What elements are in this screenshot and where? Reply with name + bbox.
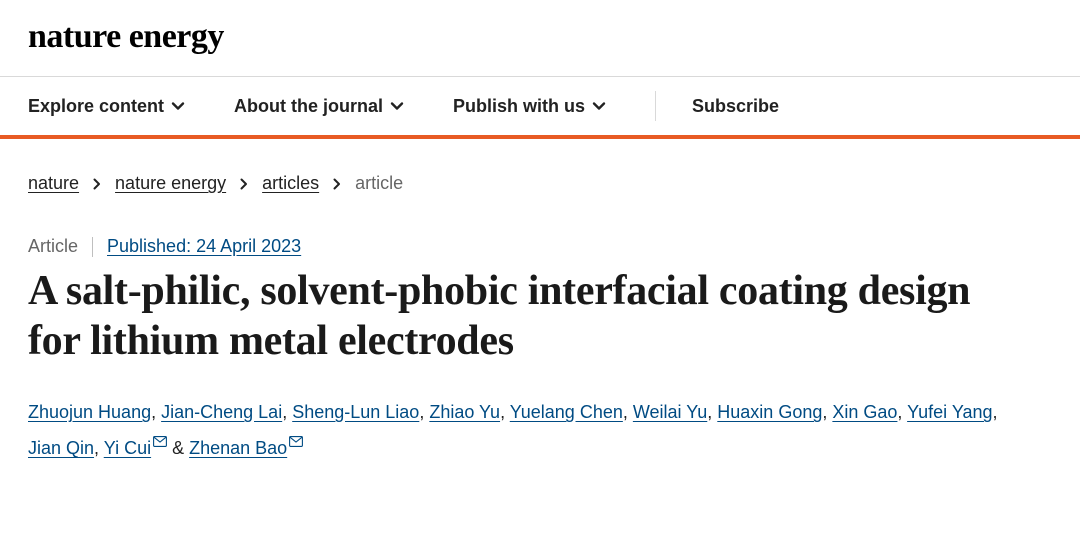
breadcrumb-articles[interactable]: articles (262, 173, 319, 194)
author-link[interactable]: Jian-Cheng Lai (161, 402, 282, 422)
nav-item-label: Explore content (28, 96, 164, 117)
chevron-down-icon (389, 98, 405, 114)
nav-separator (655, 91, 656, 121)
brand-logo[interactable]: nature energy (28, 18, 224, 55)
primary-nav: Explore content About the journal Publis… (0, 77, 1080, 135)
author-link[interactable]: Zhuojun Huang (28, 402, 151, 422)
chevron-right-icon (331, 178, 343, 190)
author-link[interactable]: Weilai Yu (633, 402, 707, 422)
nav-publish-with-us[interactable]: Publish with us (453, 96, 607, 117)
author-link[interactable]: Yuelang Chen (510, 402, 623, 422)
nav-subscribe[interactable]: Subscribe (692, 96, 779, 117)
chevron-down-icon (170, 98, 186, 114)
author-link[interactable]: Yufei Yang (907, 402, 992, 422)
meta-separator (92, 237, 93, 257)
mail-icon (153, 436, 167, 447)
breadcrumb-nature-energy[interactable]: nature energy (115, 173, 226, 194)
author-link[interactable]: Yi Cui (104, 438, 151, 458)
article-title: A salt-philic, solvent-phobic interfacia… (0, 257, 1050, 366)
breadcrumb-nature[interactable]: nature (28, 173, 79, 194)
nav-about-journal[interactable]: About the journal (234, 96, 405, 117)
author-link[interactable]: Jian Qin (28, 438, 94, 458)
nav-item-label: Publish with us (453, 96, 585, 117)
author-link[interactable]: Huaxin Gong (717, 402, 822, 422)
nav-item-label: About the journal (234, 96, 383, 117)
author-list: Zhuojun Huang, Jian-Cheng Lai, Sheng-Lun… (0, 366, 1080, 488)
breadcrumb: nature nature energy articles article (0, 139, 1080, 194)
article-type: Article (28, 236, 78, 257)
chevron-right-icon (91, 178, 103, 190)
article-published-date[interactable]: Published: 24 April 2023 (107, 236, 301, 257)
breadcrumb-current: article (355, 173, 403, 194)
brand-header: nature energy (0, 0, 1080, 68)
author-link[interactable]: Zhenan Bao (189, 438, 287, 458)
article-meta: Article Published: 24 April 2023 (0, 194, 1080, 257)
chevron-down-icon (591, 98, 607, 114)
author-link[interactable]: Sheng-Lun Liao (292, 402, 419, 422)
nav-item-label: Subscribe (692, 96, 779, 117)
author-link[interactable]: Zhiao Yu (429, 402, 500, 422)
mail-icon (289, 436, 303, 447)
nav-explore-content[interactable]: Explore content (28, 96, 186, 117)
author-link[interactable]: Xin Gao (832, 402, 897, 422)
chevron-right-icon (238, 178, 250, 190)
